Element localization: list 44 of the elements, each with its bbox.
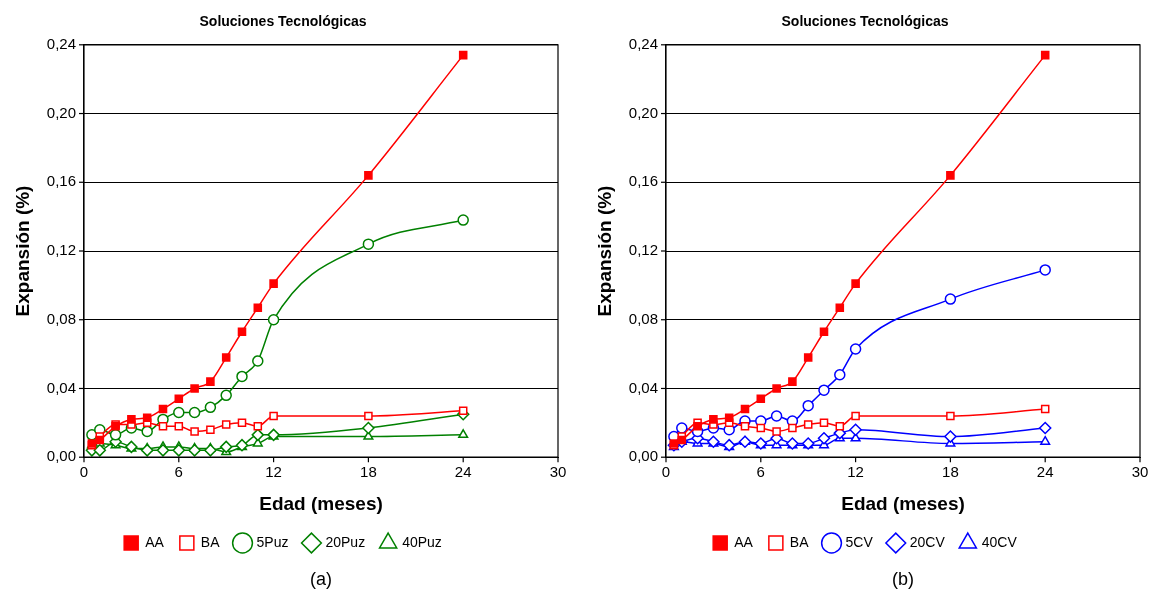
x-tick-label: 6 [756, 463, 765, 481]
y-tick-label: 0,08 [628, 309, 658, 327]
y-axis-title: Expansión (%) [593, 185, 615, 317]
y-tick-label: 0,00 [628, 447, 658, 465]
x-tick-label: 30 [549, 463, 567, 481]
text: (a) [310, 568, 332, 589]
y-tick-label: 0,00 [46, 447, 76, 465]
legend-label: 40CV [981, 533, 1018, 550]
y-tick-label: 0,12 [628, 241, 658, 259]
text: (b) [892, 568, 914, 589]
y-tick-label: 0,24 [46, 34, 76, 52]
legend-label: BA [200, 533, 221, 550]
chart-title: Soluciones Tecnológicas [781, 13, 949, 30]
y-tick-label: 0,20 [628, 103, 658, 121]
legend-label: 5Puz [256, 533, 289, 550]
x-tick-label: 12 [265, 463, 282, 481]
x-tick-label: 18 [360, 463, 377, 481]
x-tick-label: 0 [661, 463, 671, 481]
legend-label: BA [789, 533, 810, 550]
x-tick-label: 30 [1131, 463, 1149, 481]
x-tick-label: 6 [174, 463, 183, 481]
x-tick-label: 12 [847, 463, 864, 481]
x-axis-title: Edad (meses) [841, 492, 965, 514]
y-axis-title: Expansión (%) [11, 185, 33, 317]
chart-title: Soluciones Tecnológicas [199, 13, 367, 30]
y-tick-label: 0,20 [46, 103, 76, 121]
legend-label: AA [145, 533, 165, 550]
y-tick-label: 0,16 [46, 172, 76, 190]
y-tick-label: 0,04 [628, 378, 658, 396]
x-tick-label: 0 [79, 463, 89, 481]
legend-label: 20Puz [325, 533, 366, 550]
x-axis-title: Edad (meses) [259, 492, 383, 514]
y-tick-label: 0,04 [46, 378, 76, 396]
x-tick-label: 18 [942, 463, 959, 481]
y-tick-label: 0,16 [628, 172, 658, 190]
legend-label: 5CV [845, 533, 874, 550]
x-tick-label: 24 [1036, 463, 1054, 481]
x-tick-label: 24 [454, 463, 472, 481]
legend-label: 20CV [909, 533, 946, 550]
y-tick-label: 0,24 [628, 34, 658, 52]
y-tick-label: 0,12 [46, 241, 76, 259]
legend-label: AA [734, 533, 754, 550]
legend-label: 40Puz [402, 533, 442, 550]
y-tick-label: 0,08 [46, 309, 76, 327]
